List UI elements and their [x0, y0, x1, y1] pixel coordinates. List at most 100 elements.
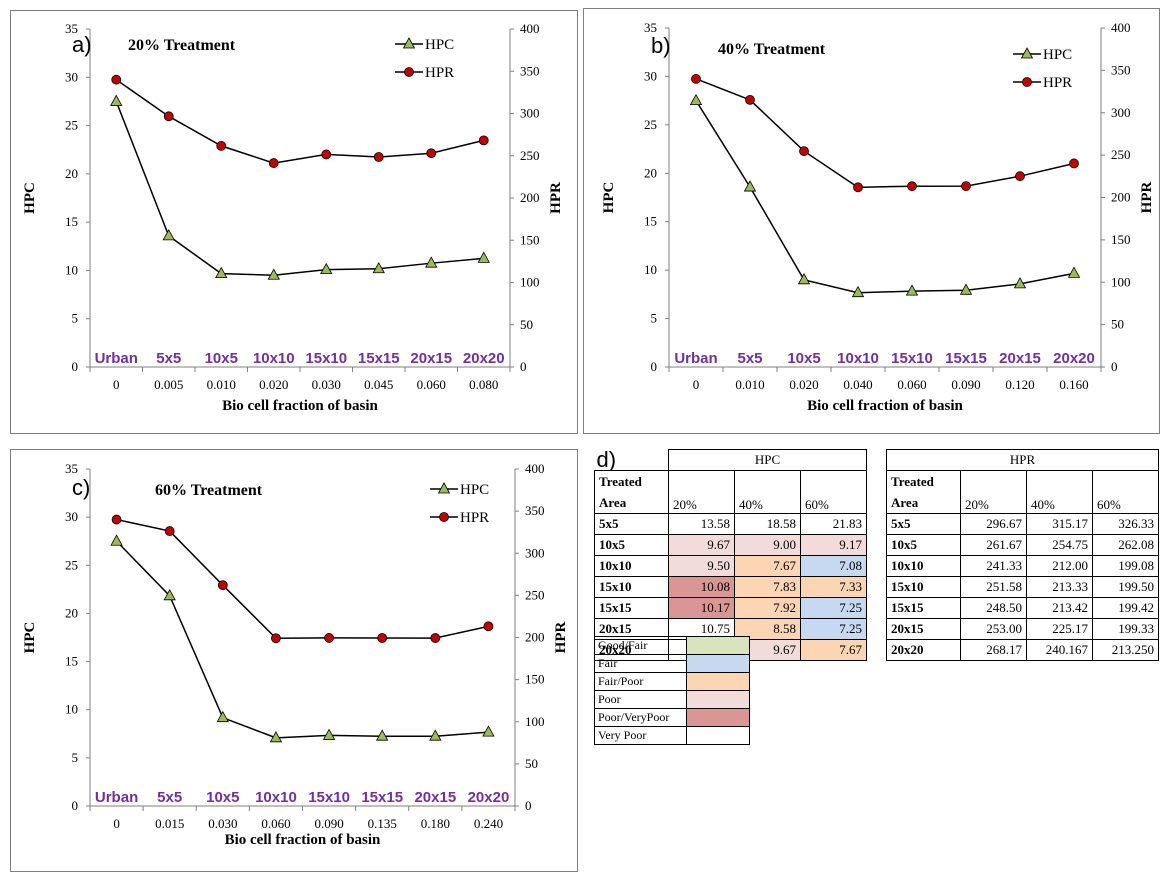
hpr-cell: 212.00: [1026, 555, 1093, 577]
right-tick-label: 400: [520, 21, 540, 36]
data-point-hpr: [111, 74, 122, 85]
chart-frame: [10, 10, 578, 434]
series-line-hpc: [115, 101, 484, 277]
hpc-cell: 21.83: [799, 513, 868, 535]
legend-label-hpr: HPR: [425, 65, 454, 81]
data-point-hpr: [1069, 158, 1079, 169]
right-tick-label: 150: [520, 232, 540, 247]
chart-title: 60% Treatment: [155, 482, 263, 499]
chart-panel-c: 0 5 10 15 20 25 30 35 0 50 100 150 200 250 300 350 400 Ur…: [10, 449, 578, 872]
hpc-cell: 10.17: [668, 597, 735, 619]
data-point-hpr: [217, 580, 228, 591]
left-tick-label: 10: [65, 262, 78, 277]
x-tick-label: 0.060: [897, 377, 926, 392]
series-line-hpr: [116, 518, 489, 640]
left-tick-label: 35: [65, 21, 78, 36]
panel-letter: b): [651, 33, 671, 58]
panel-letter-d: d): [596, 449, 617, 471]
x-category-label: Urban: [674, 350, 717, 367]
data-point-hpc: [1013, 277, 1027, 289]
rating-legend-label: Poor: [594, 690, 687, 709]
right-tick-label: 400: [1111, 20, 1131, 35]
chart-title: 20% Treatment: [128, 37, 236, 54]
hpc-cell: 7.83: [734, 576, 801, 598]
left-tick-label: 10: [65, 702, 78, 717]
x-tick-label: 0.090: [951, 377, 980, 392]
hpr-table-row: 10x5 261.67 254.75 262.08: [886, 534, 1160, 556]
x-category-label: 20x15: [410, 350, 452, 367]
x-tick-label: 0.060: [261, 816, 290, 831]
hpc-cell: 7.67: [734, 555, 801, 577]
hpc-corner-header: Treated Area: [594, 470, 669, 514]
y-right-axis-title: HPR: [548, 182, 564, 214]
right-tick-label: 250: [525, 587, 545, 602]
hpr-cell: 241.33: [960, 555, 1027, 577]
x-tick-label: 0.240: [474, 816, 503, 831]
hpr-row-label: 10x5: [886, 534, 961, 556]
x-tick-label: 0.015: [155, 816, 184, 831]
x-tick-label: 0.180: [421, 816, 450, 831]
x-tick-label: 0.090: [314, 816, 343, 831]
x-axis-title: Bio cell fraction of basin: [225, 832, 381, 848]
right-tick-label: 100: [1111, 274, 1131, 289]
chart-panel-b: 0 5 10 15 20 25 30 35 0 50 100 150 200 250 300 350 400 Ur…: [583, 8, 1160, 434]
hpc-table-row: 15x15 10.17 7.92 7.25: [594, 597, 868, 619]
right-tick-label: 0: [1111, 359, 1118, 374]
x-tick-label: 0.020: [789, 377, 818, 392]
x-category-label: 10x5: [787, 350, 820, 367]
left-tick-label: 20: [65, 605, 78, 620]
hpr-cell: 296.67: [960, 513, 1027, 535]
legend-label-hpr: HPR: [460, 510, 489, 526]
x-tick-label: 0.005: [154, 377, 183, 392]
left-tick-label: 0: [72, 359, 79, 374]
x-axis-title: Bio cell fraction of basin: [222, 398, 378, 414]
data-point-hpr: [799, 146, 809, 156]
series-line-hpr: [115, 79, 484, 164]
hpr-cell: 213.250: [1091, 639, 1160, 661]
hpr-row-label: 5x5: [886, 513, 961, 535]
hpr-table: HPR Treated Area 20% 40% 60% 5x5 296.67 31…: [885, 449, 1160, 661]
hpr-col-header: 20%: [960, 470, 1027, 514]
x-category-label: 15x15: [361, 789, 403, 806]
left-tick-label: 0: [651, 359, 658, 374]
rating-legend: Good/Fair Fair Fair/Poor Poor Poor/VeryPoor V…: [594, 636, 750, 745]
left-tick-label: 25: [65, 118, 78, 133]
legend-label-hpc: HPC: [425, 37, 454, 53]
chart-frame: [583, 8, 1160, 434]
chart-c-svg: 05101520253035050100150200250300350400Ur…: [10, 449, 578, 872]
x-category-label: 20x20: [468, 789, 510, 806]
x-tick-label: 0.120: [1005, 377, 1034, 392]
hpc-cell: 9.00: [734, 534, 801, 556]
hpr-row-label: 15x15: [886, 597, 961, 619]
hpr-cell: 253.00: [960, 618, 1027, 640]
data-point-hpc: [215, 266, 228, 279]
data-point-hpc: [267, 268, 280, 280]
hpc-cell: 9.17: [799, 534, 868, 556]
right-tick-label: 300: [525, 545, 545, 560]
left-tick-label: 35: [65, 461, 78, 476]
hpr-corner-line2: Area: [891, 495, 919, 510]
hpc-cell: 7.08: [799, 555, 868, 577]
rating-legend-label: Fair/Poor: [594, 672, 687, 691]
rating-legend-swatch: [686, 672, 750, 691]
data-point-hpr: [483, 621, 494, 632]
y-right-axis-title: HPR: [553, 622, 569, 654]
x-tick-label: 0.010: [207, 377, 236, 392]
data-point-hpr: [691, 73, 701, 84]
hpr-table-row: 10x10 241.33 212.00 199.08: [886, 555, 1160, 577]
legend-marker-hpc: [1020, 47, 1034, 59]
left-tick-label: 5: [72, 311, 79, 326]
hpc-row-label: 15x15: [594, 597, 669, 619]
x-category-label: 20x20: [1053, 350, 1095, 367]
hpr-cell: 213.33: [1026, 576, 1093, 598]
hpc-table-row: 5x5 13.58 18.58 21.83: [594, 513, 868, 535]
hpr-cell: 326.33: [1091, 513, 1160, 535]
left-tick-label: 30: [65, 509, 78, 524]
y-left-axis-title: HPC: [22, 182, 38, 214]
data-point-hpc: [269, 730, 283, 743]
hpr-cell: 225.17: [1026, 618, 1093, 640]
data-point-hpc: [689, 93, 703, 106]
data-point-hpr: [478, 135, 489, 146]
data-point-hpr: [268, 158, 279, 168]
data-point-hpr: [1015, 171, 1025, 182]
